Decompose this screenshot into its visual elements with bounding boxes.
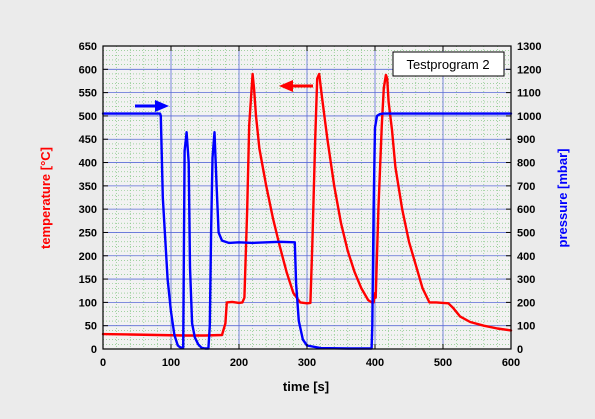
x-tick-label: 400 bbox=[366, 357, 384, 369]
y-right-tick-label: 1200 bbox=[517, 64, 541, 76]
y-right-tick-label: 900 bbox=[517, 134, 535, 146]
y-right-tick-label: 800 bbox=[517, 158, 535, 170]
pressure-axis-arrow bbox=[135, 100, 169, 112]
y-right-tick-label: 1300 bbox=[517, 41, 541, 53]
y-right-tick-label: 600 bbox=[517, 204, 535, 216]
y-left-tick-label: 250 bbox=[79, 227, 97, 239]
y-right-tick-label: 400 bbox=[517, 251, 535, 263]
x-tick-label: 500 bbox=[434, 357, 452, 369]
y-right-tick-label: 500 bbox=[517, 227, 535, 239]
y-left-tick-label: 350 bbox=[79, 181, 97, 193]
y-left-tick-label: 400 bbox=[79, 158, 97, 170]
y-left-tick-label: 450 bbox=[79, 134, 97, 146]
title-box bbox=[392, 51, 505, 77]
y-left-tick-label: 150 bbox=[79, 274, 97, 286]
y-left-tick-label: 200 bbox=[79, 251, 97, 263]
y-axis-right-title: pressure [mbar] bbox=[555, 149, 570, 248]
x-tick-label: 300 bbox=[298, 357, 316, 369]
temperature-series-line bbox=[101, 72, 513, 337]
x-tick-label: 0 bbox=[100, 357, 106, 369]
y-axis-left-title: temperature [°C] bbox=[38, 147, 53, 249]
y-left-tick-label: 50 bbox=[85, 321, 97, 333]
y-left-tick-label: 300 bbox=[79, 204, 97, 216]
y-left-tick-label: 650 bbox=[79, 41, 97, 53]
y-left-tick-label: 100 bbox=[79, 297, 97, 309]
y-right-tick-label: 1000 bbox=[517, 111, 541, 123]
y-right-tick-label: 700 bbox=[517, 181, 535, 193]
temperature-axis-arrow bbox=[279, 80, 313, 92]
y-left-tick-label: 550 bbox=[79, 88, 97, 100]
x-tick-label: 600 bbox=[502, 357, 520, 369]
y-right-tick-label: 200 bbox=[517, 297, 535, 309]
pressure-series-line bbox=[101, 112, 513, 350]
y-right-tick-label: 0 bbox=[517, 344, 523, 356]
y-right-tick-label: 1100 bbox=[517, 88, 541, 100]
x-tick-label: 100 bbox=[162, 357, 180, 369]
chart-title: Testprogram 2 bbox=[406, 57, 489, 72]
x-tick-label: 200 bbox=[230, 357, 248, 369]
y-left-tick-label: 500 bbox=[79, 111, 97, 123]
y-left-tick-label: 600 bbox=[79, 64, 97, 76]
y-right-tick-label: 300 bbox=[517, 274, 535, 286]
x-axis-title: time [s] bbox=[283, 379, 329, 394]
y-right-tick-label: 100 bbox=[517, 321, 535, 333]
y-left-tick-label: 0 bbox=[91, 344, 97, 356]
